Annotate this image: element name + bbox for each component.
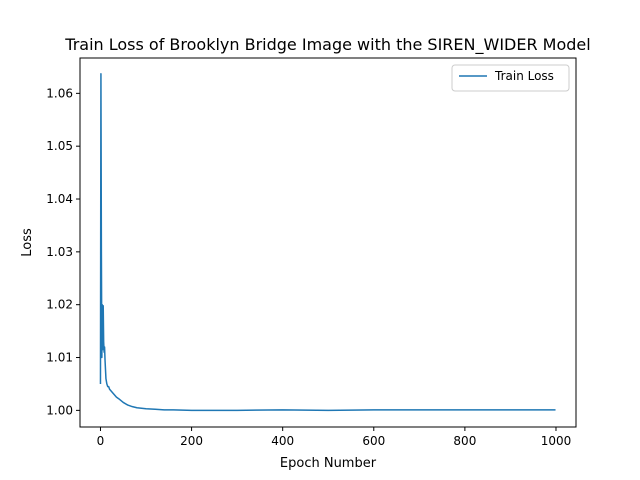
y-tick-label: 1.03 — [46, 245, 73, 259]
y-tick-label: 1.05 — [46, 139, 73, 153]
x-tick-label: 200 — [180, 434, 203, 448]
y-tick-label: 1.02 — [46, 298, 73, 312]
y-tick-label: 1.06 — [46, 86, 73, 100]
x-tick-label: 0 — [97, 434, 105, 448]
x-axis-ticks: 0 200 400 600 800 1000 — [97, 427, 572, 448]
y-axis-label: Loss — [20, 228, 35, 257]
legend-box — [451, 64, 570, 92]
x-tick-label: 400 — [271, 434, 294, 448]
x-axis-label: Epoch Number — [280, 456, 377, 471]
legend-label: Train Loss — [494, 69, 554, 83]
y-tick-label: 1.00 — [46, 403, 73, 417]
x-tick-label: 1000 — [541, 434, 572, 448]
legend: Train Loss — [451, 64, 570, 92]
series-line-0 — [99, 73, 556, 412]
chart-title: Train Loss of Brooklyn Bridge Image with… — [64, 35, 590, 55]
y-tick-label: 1.01 — [46, 351, 73, 365]
axes-frame — [79, 57, 577, 428]
x-tick-label: 600 — [362, 434, 385, 448]
y-tick-label: 1.04 — [46, 192, 73, 206]
x-tick-label: 800 — [453, 434, 476, 448]
plot-area — [99, 73, 556, 412]
y-axis-ticks: 1.00 1.01 1.02 1.03 1.04 1.05 1.06 — [46, 86, 80, 417]
